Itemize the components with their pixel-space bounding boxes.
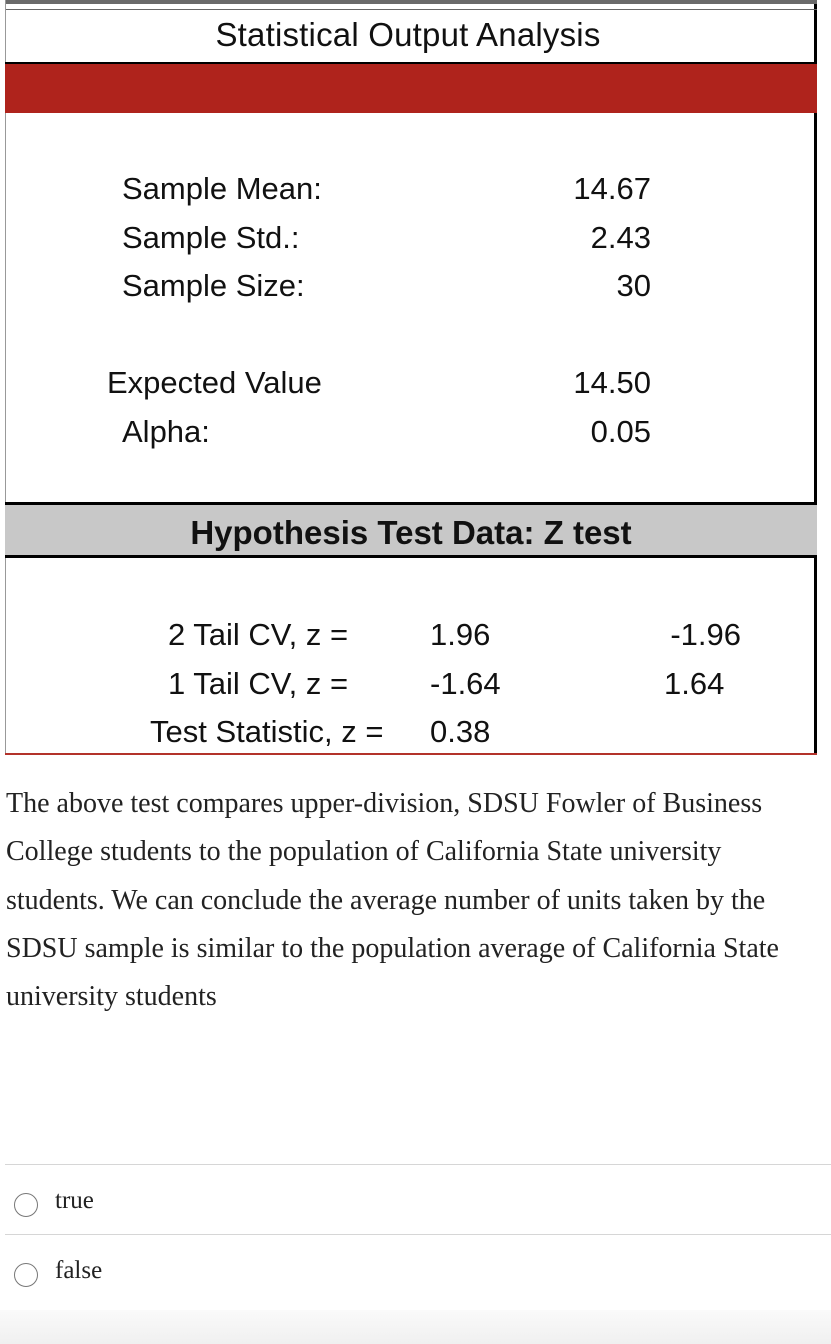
question-text: The above test compares upper-division, … — [6, 788, 779, 1013]
spreadsheet-image — [5, 0, 817, 755]
sample-std-value: 2.43 — [590, 220, 651, 255]
hypothesis-header-band: Hypothesis Test Data: Z test — [5, 502, 817, 558]
one-tail-value-positive: 1.64 — [664, 666, 725, 701]
page-footer — [0, 1310, 831, 1344]
test-statistic-label: Test Statistic, z = — [150, 714, 384, 749]
expected-value-value: 14.50 — [573, 365, 651, 400]
radio-button-false[interactable] — [14, 1263, 38, 1287]
test-statistic-value: 0.38 — [430, 714, 491, 749]
two-tail-value-negative: -1.96 — [670, 617, 741, 652]
one-tail-value: -1.64 — [430, 666, 501, 701]
red-band — [5, 62, 817, 113]
sample-size-value: 30 — [616, 268, 651, 303]
option-false-label[interactable]: false — [55, 1257, 103, 1284]
alpha-label: Alpha: — [122, 414, 210, 449]
divider — [5, 1164, 831, 1165]
sample-mean-value: 14.67 — [573, 171, 651, 206]
two-tail-label: 2 Tail CV, z = — [168, 617, 349, 652]
one-tail-label: 1 Tail CV, z = — [168, 666, 349, 701]
option-true-label[interactable]: true — [55, 1187, 94, 1214]
sheet-bottom-border — [5, 753, 817, 755]
top-border-thin — [5, 9, 817, 10]
expected-value-label: Expected Value — [107, 365, 322, 400]
sample-size-label: Sample Size: — [122, 268, 305, 303]
hypothesis-header: Hypothesis Test Data: Z test — [190, 514, 632, 551]
alpha-value: 0.05 — [590, 414, 651, 449]
sheet-title: Statistical Output Analysis — [215, 16, 601, 53]
radio-button-true[interactable] — [14, 1193, 38, 1217]
two-tail-value: 1.96 — [430, 617, 491, 652]
top-border — [5, 0, 817, 4]
sample-std-label: Sample Std.: — [122, 220, 300, 255]
divider — [5, 1234, 831, 1235]
sample-mean-label: Sample Mean: — [122, 171, 322, 206]
left-border — [5, 0, 6, 755]
